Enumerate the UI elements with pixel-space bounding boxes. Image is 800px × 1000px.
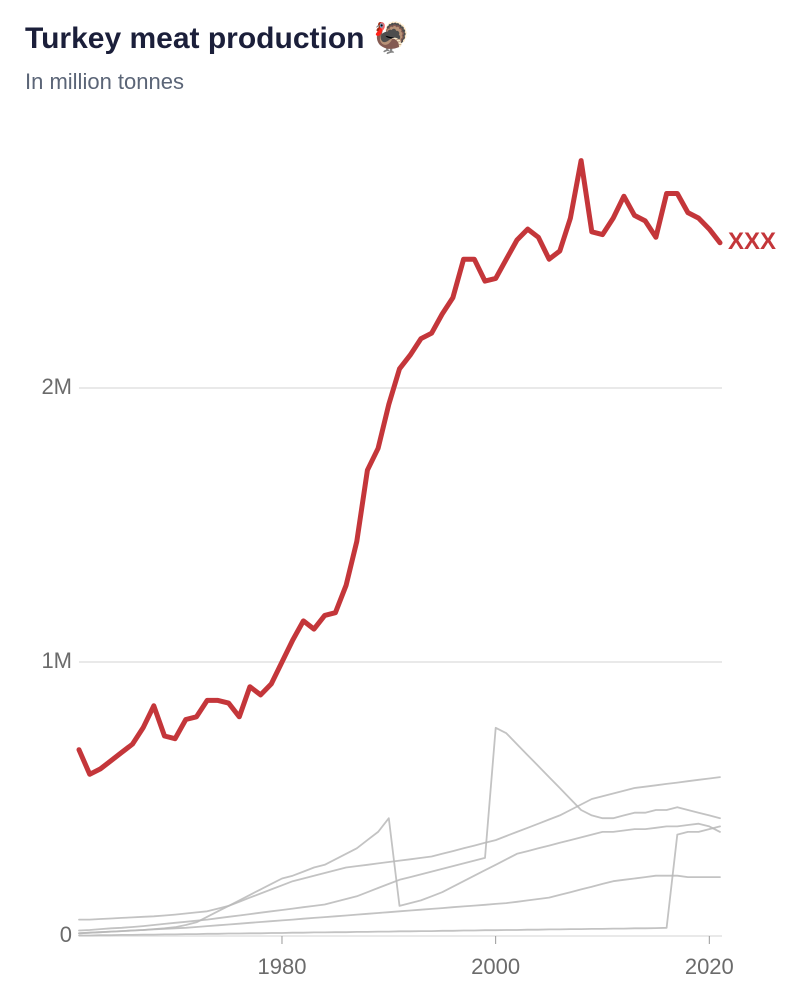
background-line — [78, 874, 721, 935]
background-line — [78, 817, 721, 935]
background-line — [78, 825, 721, 937]
y-tick-label: 1M — [41, 648, 72, 673]
x-tick-label: 2020 — [685, 954, 734, 979]
chart-title: Turkey meat production 🦃 — [25, 20, 410, 55]
background-line — [78, 726, 721, 932]
chart-subtitle: In million tonnes — [25, 69, 184, 94]
line-label: XXX — [728, 228, 776, 255]
x-tick-label: 1980 — [258, 954, 307, 979]
highlight-line — [76, 158, 723, 777]
background-line — [78, 776, 721, 921]
x-tick-label: 2000 — [471, 954, 520, 979]
y-tick-label: 2M — [41, 374, 72, 399]
y-tick-label: 0 — [60, 922, 72, 947]
